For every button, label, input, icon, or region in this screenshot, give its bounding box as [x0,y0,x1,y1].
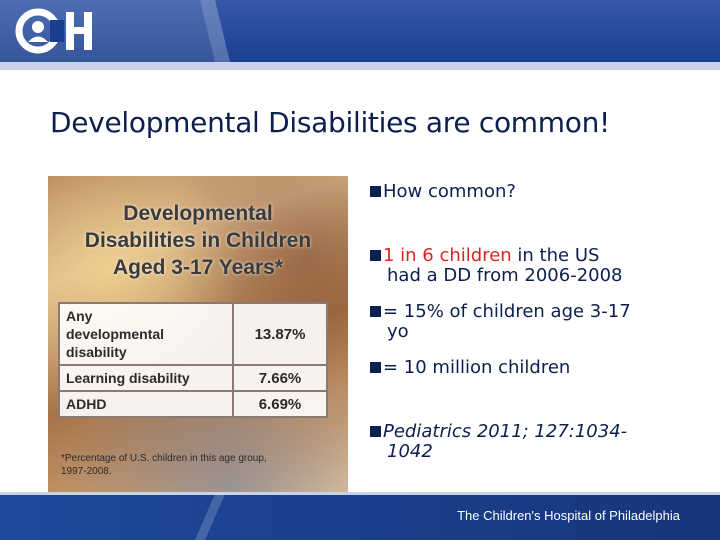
bullet-continuation: yo [387,321,409,342]
footnote-line: *Percentage of U.S. children in this age… [61,453,267,464]
bullet-item: Pediatrics 2011; 127:1034- 1042 [370,422,680,462]
table-cell-label: ADHD [58,390,234,418]
bullet-text: How common? [383,181,516,202]
row-label-line: disability [66,344,127,360]
header-band [0,0,720,70]
bullet-marker-icon [370,306,381,317]
bullet-text: in the US [511,245,600,266]
panel-title-line: Disabilities in Children [84,229,312,252]
disability-table: Any developmental disability 13.87% Lear… [58,302,328,418]
panel-footnote: *Percentage of U.S. children in this age… [61,452,311,478]
footnote-line: 1997-2008. [61,466,112,477]
table-cell-label: Learning disability [58,364,234,392]
bullet-item: = 15% of children age 3-17 yo [370,302,680,342]
bullet-continuation: had a DD from 2006-2008 [387,265,623,286]
bullet-text: = 15% of children age 3-17 [383,301,631,322]
panel-title-line: Aged 3-17 Years* [112,256,284,279]
bullet-continuation: 1042 [387,441,433,462]
statistics-panel: Developmental Disabilities in Children A… [48,176,348,504]
row-label-line: Any [66,308,93,324]
citation-text: Pediatrics 2011; 127:1034- [383,421,628,442]
page-title: Developmental Disabilities are common! [50,106,610,139]
table-cell-value: 7.66% [232,364,328,392]
bullet-item: = 10 million children [370,358,680,378]
row-label-line: developmental [66,326,165,342]
bullet-highlight-text: 1 in 6 children [383,245,512,266]
bullet-marker-icon [370,250,381,261]
table-cell-value: 13.87% [232,302,328,366]
table-row: Learning disability 7.66% [58,364,328,392]
bullet-marker-icon [370,186,381,197]
table-cell-value: 6.69% [232,390,328,418]
chop-logo[interactable] [14,6,100,56]
bullet-marker-icon [370,362,381,373]
footer-hospital-name: The Children's Hospital of Philadelphia [457,508,680,523]
bullet-text: = 10 million children [383,357,571,378]
table-row: ADHD 6.69% [58,390,328,418]
panel-title-line: Developmental [123,202,273,225]
table-row: Any developmental disability 13.87% [58,302,328,366]
bullet-item: 1 in 6 children in the US had a DD from … [370,246,680,286]
table-cell-label: Any developmental disability [58,302,234,366]
footer-band [0,492,720,540]
bullet-item: How common? [370,182,680,202]
panel-title: Developmental Disabilities in Children A… [48,200,348,281]
bullet-marker-icon [370,426,381,437]
